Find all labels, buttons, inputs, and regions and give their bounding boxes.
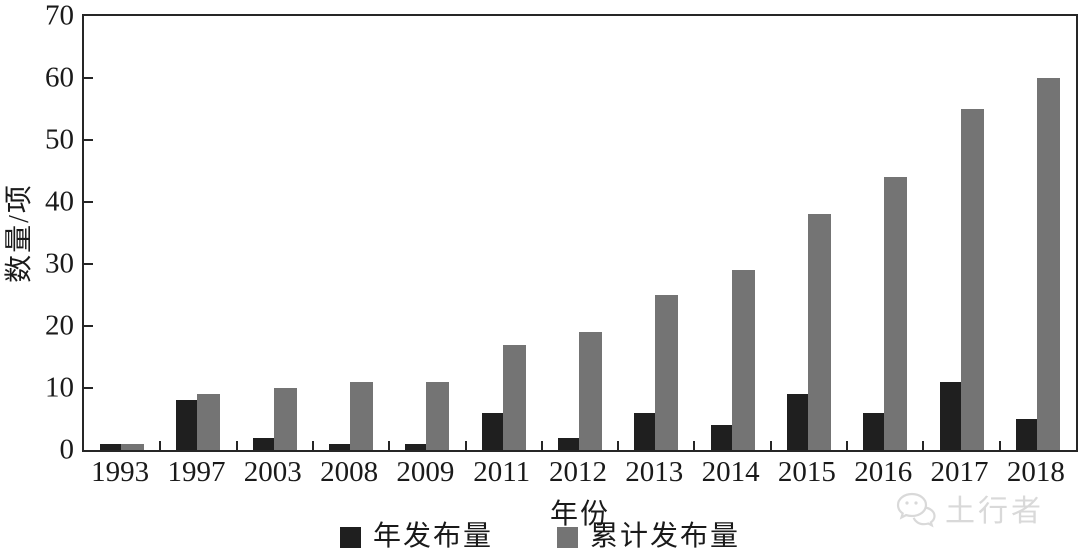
bar-cumulative-release-1993 bbox=[121, 443, 145, 450]
x-tick-label-2016: 2016 bbox=[854, 456, 913, 488]
bar-cumulative-release-2018 bbox=[1036, 78, 1060, 450]
bar-cumulative-release-2012 bbox=[579, 332, 602, 450]
x-tick-label-1993: 1993 bbox=[91, 456, 150, 488]
x-tick-label-2012: 2012 bbox=[549, 456, 607, 488]
x-tick-mark bbox=[922, 441, 925, 450]
bar-cumulative-release-2011 bbox=[502, 344, 526, 450]
x-tick-label-2009: 2009 bbox=[396, 456, 455, 488]
bar-cumulative-release-2015 bbox=[807, 214, 831, 450]
bar-annual-release-2014 bbox=[710, 425, 732, 450]
bar-annual-release-2008 bbox=[329, 443, 351, 450]
x-tick-mark bbox=[998, 441, 1001, 450]
x-tick-label-1997: 1997 bbox=[167, 456, 226, 488]
bar-cumulative-release-2003 bbox=[273, 388, 297, 450]
legend-swatch-cumulative-release-icon bbox=[557, 526, 578, 548]
x-tick-label-2013: 2013 bbox=[625, 456, 684, 488]
x-tick-label-2003: 2003 bbox=[243, 456, 302, 488]
x-tick-mark bbox=[693, 441, 696, 450]
x-tick-label-2014: 2014 bbox=[701, 456, 760, 488]
watermark: 土行者 bbox=[895, 490, 1044, 533]
y-tick-label: 70 bbox=[45, 0, 74, 32]
x-tick-mark bbox=[311, 441, 314, 450]
legend-item-cumulative-release: 累计发布量 bbox=[557, 523, 740, 551]
x-axis-title: 年份 bbox=[549, 499, 610, 530]
y-tick-mark bbox=[84, 263, 93, 265]
bar-annual-release-2015 bbox=[786, 394, 808, 450]
legend-label-cumulative-release: 累计发布量 bbox=[590, 521, 741, 552]
bar-annual-release-2016 bbox=[863, 412, 885, 450]
x-tick-label-2008: 2008 bbox=[320, 456, 379, 488]
x-tick-mark bbox=[769, 441, 772, 450]
bar-annual-release-1997 bbox=[176, 400, 198, 450]
x-tick-mark bbox=[617, 441, 620, 450]
watermark-text: 土行者 bbox=[945, 494, 1044, 528]
y-tick-label: 0 bbox=[59, 433, 75, 466]
bar-cumulative-release-2009 bbox=[426, 381, 450, 450]
bar-annual-release-1993 bbox=[100, 443, 122, 450]
legend-label-annual-release: 年发布量 bbox=[372, 521, 493, 552]
x-tick-mark bbox=[846, 441, 849, 450]
bar-cumulative-release-2008 bbox=[350, 381, 374, 450]
x-tick-label-2017: 2017 bbox=[930, 456, 989, 488]
y-tick-mark bbox=[84, 201, 93, 203]
y-tick-mark bbox=[84, 387, 93, 389]
bar-cumulative-release-1997 bbox=[197, 394, 221, 450]
y-tick-label: 50 bbox=[45, 123, 74, 156]
bar-annual-release-2011 bbox=[481, 412, 503, 450]
bar-cumulative-release-2014 bbox=[731, 270, 755, 450]
bar-annual-release-2017 bbox=[939, 381, 961, 450]
bar-annual-release-2009 bbox=[405, 443, 427, 450]
x-tick-mark bbox=[388, 441, 391, 450]
x-axis-tick-labels: 1993 1997 2003 2008 2009 2011 2012 2013 2014 2015… bbox=[82, 458, 1078, 488]
bar-annual-release-2013 bbox=[634, 412, 656, 450]
y-axis-tick-labels: 0 10 20 30 40 50 60 70 bbox=[28, 1, 74, 464]
wechat-chat-bubbles-icon bbox=[895, 490, 939, 533]
legend-swatch-annual-release-icon bbox=[339, 526, 361, 548]
bar-cumulative-release-2016 bbox=[884, 177, 908, 450]
x-tick-mark bbox=[235, 441, 238, 450]
y-tick-label: 30 bbox=[45, 247, 74, 280]
x-tick-label-2015: 2015 bbox=[777, 456, 836, 488]
bar-cumulative-release-2017 bbox=[960, 109, 984, 450]
x-tick-label-2011: 2011 bbox=[473, 456, 531, 488]
x-tick-mark bbox=[159, 441, 162, 450]
x-tick-mark bbox=[540, 441, 543, 450]
legend-item-annual-release: 年发布量 bbox=[339, 521, 493, 552]
y-tick-mark bbox=[84, 139, 93, 141]
legend: 年发布量 累计发布量 bbox=[0, 523, 1080, 551]
y-tick-label: 60 bbox=[45, 61, 74, 94]
bar-cumulative-release-2013 bbox=[655, 295, 679, 450]
bar-annual-release-2003 bbox=[252, 437, 274, 450]
bar-annual-release-2012 bbox=[558, 437, 579, 450]
x-tick-mark bbox=[464, 441, 467, 450]
y-tick-label: 40 bbox=[45, 185, 74, 218]
y-tick-mark bbox=[84, 77, 93, 79]
x-tick-label-2018: 2018 bbox=[1006, 456, 1065, 488]
plot-area bbox=[82, 14, 1078, 452]
y-tick-mark bbox=[84, 325, 93, 327]
bar-annual-release-2018 bbox=[1015, 419, 1037, 450]
y-tick-label: 20 bbox=[45, 309, 74, 342]
y-tick-label: 10 bbox=[45, 371, 74, 404]
